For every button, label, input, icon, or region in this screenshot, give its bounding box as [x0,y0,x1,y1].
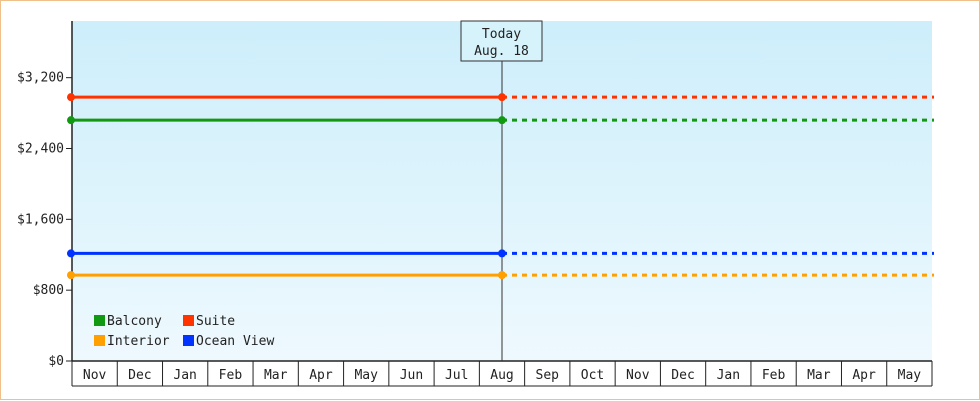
series-point-suite [67,93,75,102]
series-point-balcony [67,116,75,125]
legend-swatch-ocean-view [183,335,194,346]
x-tick-label: Mar [264,368,288,383]
series-point-interior [498,271,506,280]
legend-label-balcony: Balcony [107,314,162,329]
series-point-suite [498,93,506,102]
x-tick-label: Aug [490,368,513,383]
x-tick-label: Oct [581,368,604,383]
x-tick-label: Jan [173,368,196,383]
today-marker: Today Aug. 18 [460,20,543,361]
y-tick-label: $0 [48,354,64,369]
legend-swatch-interior [94,335,105,346]
legend-label-suite: Suite [196,314,235,329]
y-tick-label: $800 [33,283,64,298]
x-tick-label: Apr [309,368,333,383]
today-date: Aug. 18 [474,44,529,59]
legend: Balcony Suite Interior Ocean View [94,314,274,349]
x-tick-label: May [354,368,378,383]
y-tick-label: $3,200 [17,71,64,86]
legend-label-ocean-view: Ocean View [196,334,274,349]
x-tick-label: Jan [717,368,740,383]
series-point-ocean-view [67,249,75,258]
x-tick-label: Feb [219,368,243,383]
x-tick-label: Nov [83,368,107,383]
x-axis: Nov Dec Jan Feb Mar Apr May Jun Jul Aug Sep Oct Nov D… [71,360,933,387]
series-point-balcony [498,116,506,125]
x-tick-label: Dec [128,368,151,383]
series-point-ocean-view [498,249,506,258]
y-tick-label: $2,400 [17,142,64,157]
legend-swatch-suite [183,315,194,326]
today-box [460,20,543,62]
legend-label-interior: Interior [107,334,170,349]
x-tick-label: Jun [400,368,423,383]
series-point-interior [67,271,75,280]
x-tick-label: Apr [852,368,876,383]
y-tick-label: $1,600 [17,212,64,227]
x-tick-label: Mar [807,368,831,383]
x-tick-label: May [898,368,922,383]
x-tick-label: Nov [626,368,650,383]
x-tick-label: Dec [671,368,694,383]
x-tick-label: Sep [536,368,560,383]
legend-swatch-balcony [94,315,105,326]
series-group [67,93,934,280]
y-axis: $0 $800 $1,600 $2,400 $3,200 [17,21,73,369]
x-tick-label: Jul [445,368,468,383]
today-label: Today [482,27,521,42]
x-tick-label: Feb [762,368,786,383]
